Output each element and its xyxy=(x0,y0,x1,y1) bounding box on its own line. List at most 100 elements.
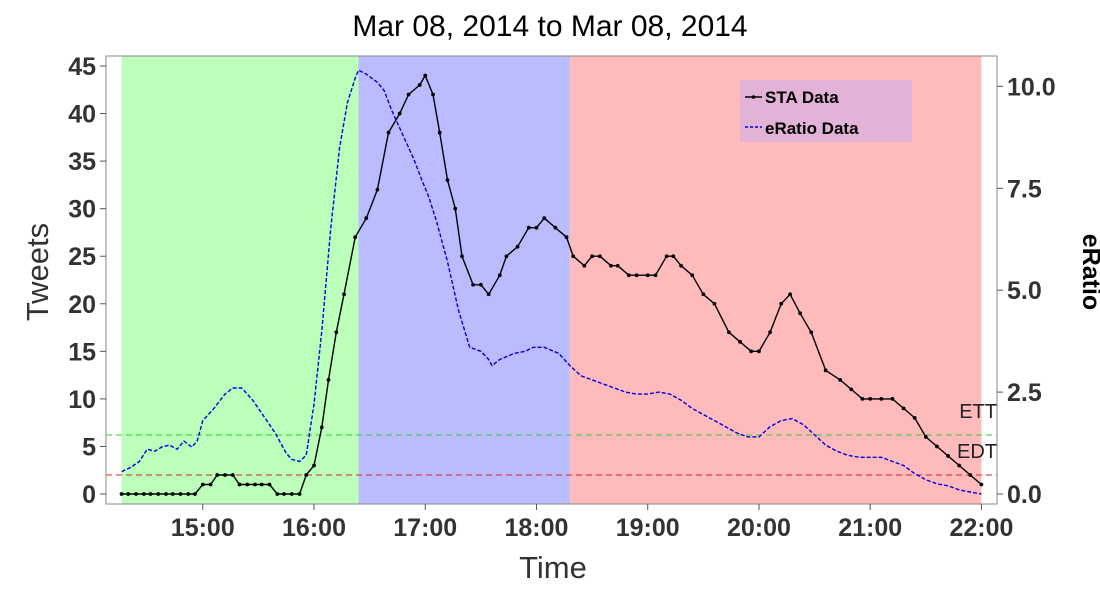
threshold-lines: ETT EDT xyxy=(106,401,997,476)
threshold-label-ett: ETT xyxy=(959,401,997,423)
sta-point-48 xyxy=(504,254,509,259)
y-left-tick-label-9: 45 xyxy=(68,53,96,81)
sta-point-65 xyxy=(664,254,669,259)
sta-point-58 xyxy=(597,254,602,259)
legend-eratio-label: eRatio Data xyxy=(765,119,859,138)
sta-point-79 xyxy=(809,330,814,335)
sta-point-67 xyxy=(679,263,683,268)
sta-point-50 xyxy=(526,225,531,230)
legend-sta-label: STA Data xyxy=(765,88,839,107)
sta-point-45 xyxy=(478,282,483,287)
sta-point-3 xyxy=(141,492,146,496)
sta-point-84 xyxy=(868,396,873,401)
x-tick-label-6: 21:00 xyxy=(838,514,902,542)
sta-point-30 xyxy=(342,292,346,297)
sta-point-73 xyxy=(749,349,754,354)
sta-point-52 xyxy=(542,216,547,221)
sta-point-81 xyxy=(838,377,843,382)
sta-point-11 xyxy=(200,482,205,487)
sta-point-7 xyxy=(170,492,175,496)
sta-point-41 xyxy=(445,178,450,183)
threshold-label-edt: EDT xyxy=(957,441,997,463)
y-left-tick-label-6: 30 xyxy=(68,196,96,224)
sta-point-2 xyxy=(134,492,138,496)
sta-point-55 xyxy=(571,254,576,259)
y-left-tick-label-4: 20 xyxy=(68,291,96,319)
sta-point-37 xyxy=(417,83,422,87)
y-right-tick-label-3: 7.5 xyxy=(1007,175,1042,203)
sta-point-62 xyxy=(634,273,639,278)
sta-point-1 xyxy=(126,492,131,496)
sta-point-35 xyxy=(397,111,402,116)
x-axis-title: Time xyxy=(519,550,587,585)
legend-sta-marker xyxy=(751,95,756,99)
sta-point-91 xyxy=(946,454,950,458)
sta-point-18 xyxy=(253,482,257,487)
sta-point-80 xyxy=(823,368,828,373)
series-layer xyxy=(119,69,984,496)
sta-point-6 xyxy=(164,492,168,496)
sta-point-40 xyxy=(437,130,442,135)
sta-point-29 xyxy=(334,330,339,335)
sta-point-86 xyxy=(890,396,895,401)
sta-point-56 xyxy=(582,263,587,268)
sta-point-87 xyxy=(901,406,906,411)
y-right-tick-label-4: 10.0 xyxy=(1007,73,1056,101)
sta-point-39 xyxy=(431,92,435,97)
y-left-tick-label-8: 40 xyxy=(68,101,96,129)
sta-point-74 xyxy=(757,349,761,354)
sta-point-46 xyxy=(486,292,491,297)
series-line-eratio xyxy=(121,69,982,495)
sta-point-0 xyxy=(119,492,124,496)
y-right-tick-label-2: 5.0 xyxy=(1007,277,1042,305)
axes: 15:00 16:00 17:00 18:00 19:00 20:00 21:00 22:00… xyxy=(68,53,1055,542)
sta-point-38 xyxy=(423,73,428,78)
x-tick-label-7: 22:00 xyxy=(949,514,1013,542)
sta-point-44 xyxy=(471,282,475,287)
x-tick-label-4: 19:00 xyxy=(616,514,680,542)
sta-point-69 xyxy=(701,292,706,297)
sta-point-53 xyxy=(553,225,558,230)
sta-point-85 xyxy=(879,396,884,401)
band-1 xyxy=(358,56,570,504)
sta-point-28 xyxy=(326,377,331,382)
sta-point-59 xyxy=(609,263,613,268)
sta-point-64 xyxy=(653,273,658,278)
sta-point-24 xyxy=(297,492,302,496)
sta-point-13 xyxy=(215,473,220,477)
y-axis-right-title: eRatio xyxy=(1077,234,1100,310)
sta-point-51 xyxy=(534,225,539,230)
sta-point-60 xyxy=(615,263,620,268)
sta-point-57 xyxy=(590,254,595,259)
sta-point-27 xyxy=(319,425,324,430)
sta-point-68 xyxy=(690,273,695,278)
sta-point-17 xyxy=(245,482,250,487)
sta-point-15 xyxy=(230,473,235,477)
chart-title: Mar 08, 2014 to Mar 08, 2014 xyxy=(352,10,747,43)
sta-point-72 xyxy=(738,339,742,344)
y-left-tick-label-5: 25 xyxy=(68,243,96,271)
sta-point-8 xyxy=(178,492,183,496)
x-tick-label-5: 20:00 xyxy=(727,514,791,542)
x-tick-label-3: 18:00 xyxy=(505,514,569,542)
legend: STA Data eRatio Data xyxy=(740,80,912,142)
y-left-tick-label-1: 5 xyxy=(82,433,96,461)
sta-point-4 xyxy=(148,492,153,496)
sta-point-77 xyxy=(788,292,793,297)
sta-point-66 xyxy=(671,254,676,259)
sta-point-94 xyxy=(979,482,984,487)
sta-point-33 xyxy=(375,187,380,192)
plot-frame xyxy=(105,55,998,505)
sta-point-20 xyxy=(267,482,272,487)
sta-point-75 xyxy=(768,330,772,335)
sta-point-34 xyxy=(386,130,391,135)
sta-point-70 xyxy=(712,301,717,306)
sta-point-43 xyxy=(460,254,464,259)
sta-point-92 xyxy=(957,463,962,468)
sta-point-71 xyxy=(727,330,731,335)
sta-point-23 xyxy=(289,492,294,496)
y-left-tick-label-2: 10 xyxy=(68,386,96,414)
y-left-tick-label-3: 15 xyxy=(68,338,96,366)
sta-point-82 xyxy=(849,387,854,392)
